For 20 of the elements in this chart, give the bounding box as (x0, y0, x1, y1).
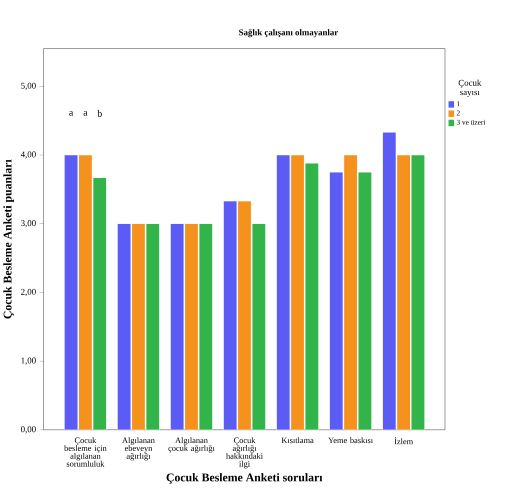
x-tick-label: Yeme baskısı (328, 437, 373, 444)
y-tick-label: 1,00 (21, 358, 36, 365)
y-tick-label: 3,00 (21, 220, 36, 228)
x-tick-label: Çocuk besleme için algılanan sorumluluk (64, 437, 107, 467)
x-tick-label: Çocuk ağırlığı hakkındaki ilgi (226, 437, 263, 468)
annotation: a (69, 111, 74, 116)
y-axis-title: Çocuk Besleme Anketi puanları (3, 159, 14, 319)
y-tick-label: 0,00 (21, 426, 36, 434)
x-tick-label: Kısıtlama (282, 437, 314, 444)
y-tick-label: 5,00 (21, 82, 36, 90)
y-tick-label: 4,00 (20, 151, 36, 159)
x-axis-title: Çocuk Besleme Anketi soruları (166, 473, 322, 484)
x-tick-label: Algılanan ebeveyn ağırlığı (122, 437, 155, 461)
x-tick-label: İzlem (394, 437, 413, 444)
x-tick-label: Algılanan çocuk ağırlığı (168, 437, 215, 453)
annotation: a (84, 111, 88, 116)
annotation: b (97, 110, 102, 117)
chart-title: Sağlık çalışanı olmayanlar (239, 29, 338, 38)
legend-title: Çocuk sayısı (458, 80, 482, 97)
y-tick-label: 2,00 (21, 288, 36, 296)
